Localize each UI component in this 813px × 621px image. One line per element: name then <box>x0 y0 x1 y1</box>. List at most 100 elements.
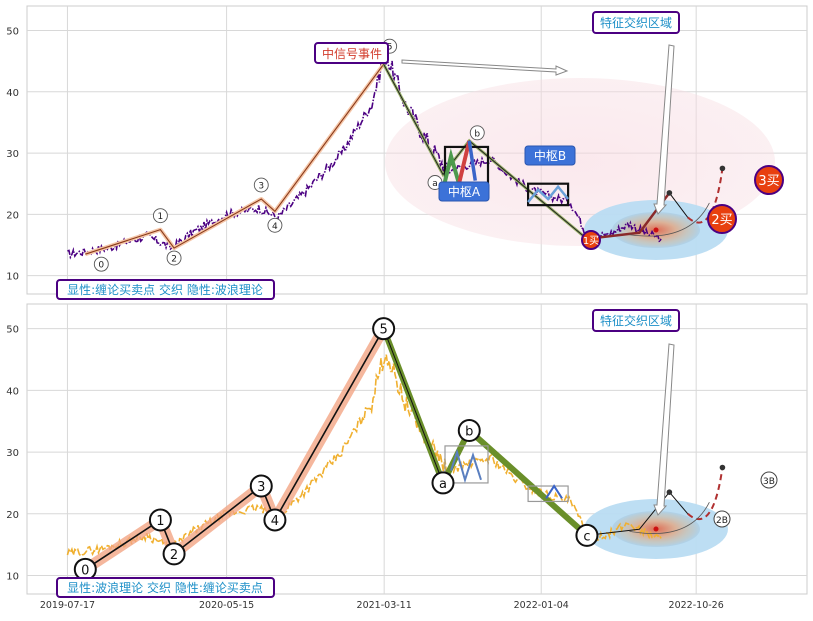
bottom-zone-label: 特征交织区域 <box>600 313 672 328</box>
bottom-wave-point-c <box>575 523 599 547</box>
pivot-a-wave-red <box>457 140 472 185</box>
bottom-caption: 显性:波浪理论 交织 隐性:缠论买卖点 <box>67 580 263 595</box>
bottom-ytick-label: 20 <box>6 510 19 521</box>
bottom-wave-label-2: 2 <box>170 548 178 563</box>
pivot-a-wave-green <box>441 148 461 191</box>
pivot-b-wave <box>527 184 570 203</box>
top-future-peak-dot <box>666 190 673 196</box>
bottom-wave-label-c: c <box>583 529 590 544</box>
bottom-wave-label-0: 0 <box>81 563 89 578</box>
top-caption: 显性:缠论买卖点 交织 隐性:波浪理论 <box>67 282 263 297</box>
xtick-label: 2022-10-26 <box>669 600 724 611</box>
bottom-wave-line <box>84 328 385 570</box>
pivot-a-callout: 中枢A <box>438 181 490 202</box>
top-wave-label-3: 3 <box>258 182 264 192</box>
buy3-marker: 3买 <box>754 165 784 195</box>
xtick-label: 2021-03-11 <box>357 600 412 611</box>
top-wave-label-a: a <box>432 179 438 189</box>
bottom-pivot-a-box <box>444 445 489 484</box>
bottom-wave-label-b: b <box>465 424 473 439</box>
xtick-label: 2020-05-15 <box>199 600 254 611</box>
bottom-5a-thin <box>383 328 444 484</box>
top-caption-box: 显性:缠论买卖点 交织 隐性:波浪理论 <box>56 279 275 300</box>
bottom-ytick-label: 30 <box>6 448 19 459</box>
top-zone-arrow <box>653 44 675 215</box>
bottom-future-down <box>669 491 689 515</box>
top-wave-point-0 <box>93 256 109 272</box>
buy2-label: 2买 <box>711 213 732 228</box>
bottom-wave-label-1: 1 <box>156 514 164 529</box>
bottom-zone-center-dot <box>653 526 659 532</box>
event-arrow <box>401 59 569 76</box>
bottom-future-end-dot <box>719 464 726 471</box>
bottom-zone-thin-arc <box>629 502 710 534</box>
top-ytick-label: 50 <box>6 27 19 38</box>
bottom-ytick-label: 10 <box>6 571 19 582</box>
top-future-end-dot <box>719 165 726 172</box>
bottom-future-peak-dot <box>666 489 673 495</box>
pivot-b-callout: 中枢B <box>524 145 576 166</box>
bottom-ytick-label: 50 <box>6 325 19 336</box>
bottom-pivot-a-wave <box>450 448 482 484</box>
top-wave-point-4 <box>267 217 283 233</box>
event-callout: 中信号事件 <box>314 42 389 64</box>
top-wave-label-2: 2 <box>171 255 177 265</box>
top-wave-line <box>85 63 385 255</box>
bottom-wave-point-4 <box>263 508 287 532</box>
pivot-a-wave-blue <box>467 140 477 181</box>
buy2-marker: 2买 <box>707 204 737 234</box>
top-ytick-label: 20 <box>6 210 19 221</box>
bottom-zone-arrow <box>653 343 675 516</box>
bottom-wave-label-3: 3 <box>257 480 265 495</box>
top-wave-point-3 <box>253 177 269 193</box>
bottom-wave-label-a: a <box>439 477 447 492</box>
top-wave-point-1 <box>152 208 168 224</box>
pivot-a-label: 中枢A <box>448 184 481 199</box>
event-label: 中信号事件 <box>322 46 382 61</box>
xtick-label: 2019-07-17 <box>40 600 95 611</box>
bottom-wave-point-2 <box>162 542 186 566</box>
bottom-zone-callout: 特征交织区域 <box>592 309 680 332</box>
top-zone-callout: 特征交织区域 <box>592 11 680 34</box>
buy1-marker: 1买 <box>581 230 601 250</box>
top-wave-label-5: 5 <box>387 43 393 53</box>
bottom-wave-point-3 <box>249 474 273 498</box>
top-price-line <box>67 51 662 260</box>
top-wave-label-4: 4 <box>272 222 278 232</box>
bottom-wave-point-1 <box>148 508 172 532</box>
label-2b-marker: 2B <box>713 510 731 528</box>
buy3-label: 3买 <box>758 174 779 189</box>
top-wave-label-1: 1 <box>158 212 164 222</box>
bottom-plot-layer: 0 1 2 3 4 5 a b c <box>66 317 726 581</box>
top-zone-thin-arc <box>629 202 710 237</box>
bottom-pivot-b-box <box>527 485 569 503</box>
pivot-b-label: 中枢B <box>534 148 566 163</box>
label-2b: 2B <box>716 516 728 526</box>
bottom-ytick-label: 40 <box>6 386 19 397</box>
top-ytick-label: 10 <box>6 272 19 283</box>
top-wave-point-b <box>469 125 485 141</box>
top-wave-label-b: b <box>474 129 480 139</box>
bottom-pivot-b-wave <box>545 484 563 499</box>
top-zone-center-dot <box>653 227 659 233</box>
bottom-wave-point-5 <box>372 317 396 341</box>
buy1-label: 1买 <box>583 235 599 247</box>
bottom-wave-label-4: 4 <box>271 514 279 529</box>
bottom-wave-label-5: 5 <box>380 323 388 338</box>
label-3b-marker: 3B <box>760 471 778 489</box>
bottom-wave-point-b <box>457 418 481 442</box>
top-wave-label-0: 0 <box>98 261 104 271</box>
xtick-label: 2022-01-04 <box>514 600 569 611</box>
top-plot-layer: 0 1 2 3 4 5 a b <box>67 38 726 272</box>
top-ytick-label: 30 <box>6 149 19 160</box>
top-wave-point-2 <box>166 250 182 266</box>
top-zone-label: 特征交织区域 <box>600 15 672 30</box>
label-3b: 3B <box>763 477 775 487</box>
bottom-caption-box: 显性:波浪理论 交织 隐性:缠论买卖点 <box>56 577 275 598</box>
pivot-b-box <box>526 182 570 207</box>
bottom-wave-point-a <box>431 471 455 495</box>
top-future-down <box>668 192 689 218</box>
top-ytick-label: 40 <box>6 88 19 99</box>
